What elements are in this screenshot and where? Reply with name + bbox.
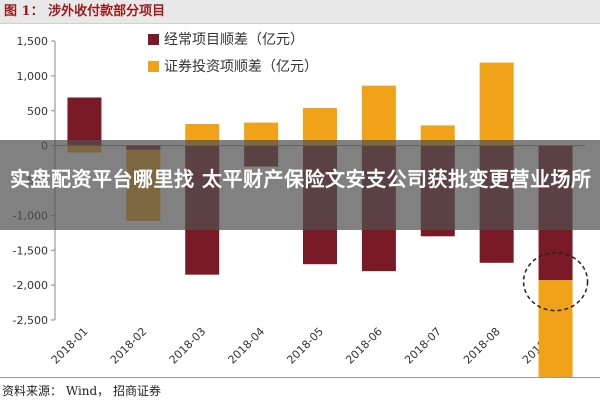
overlay-text: 实盘配资平台哪里找 太平财产保险文安支公司获批变更营业场所: [10, 167, 592, 191]
legend-swatch-1: [148, 61, 159, 72]
y-tick-label: 1,500: [17, 35, 49, 48]
legend: 经常项目顺差（亿元） 证券投资项顺差（亿元）: [148, 32, 318, 75]
legend-label-0: 经常项目顺差（亿元）: [164, 32, 304, 48]
legend-swatch-0: [148, 34, 159, 45]
bar-securities-2018-09: [538, 280, 573, 377]
x-tick-label: 2018-05: [284, 325, 326, 367]
legend-label-1: 证券投资项顺差（亿元）: [164, 59, 318, 75]
x-tick-label: 2018-06: [343, 325, 385, 367]
annotation-layer: [522, 251, 589, 312]
annotation-circle: [522, 251, 589, 312]
x-tick-label: 2018-08: [461, 325, 503, 367]
source-note: 资料来源： Wind， 招商证券: [2, 384, 162, 398]
y-tick-label: 500: [27, 105, 48, 118]
y-tick-label: -1,500: [13, 244, 48, 257]
x-tick-label: 2018-03: [167, 325, 209, 367]
bar-securities-2018-05: [303, 107, 337, 146]
y-tick-label: 1,000: [17, 70, 49, 83]
y-tick-label: -2,500: [13, 314, 48, 327]
overlay-banner: [0, 140, 600, 230]
x-tick-label: 2018-01: [49, 325, 91, 367]
x-tick-label: 2018-02: [108, 325, 150, 367]
y-tick-label: -2,000: [13, 279, 48, 292]
bar-securities-2018-06: [361, 85, 396, 146]
figure-title: 图 1： 涉外收付款部分项目: [0, 0, 600, 24]
bar-current-account-2018-01: [67, 97, 102, 146]
x-tick-label: 2018-07: [402, 325, 444, 367]
footer-divider: [0, 377, 600, 378]
x-tick-label: 2018-04: [226, 325, 268, 367]
bar-securities-2018-08: [479, 62, 514, 146]
bar-securities-2018-04: [244, 122, 279, 146]
